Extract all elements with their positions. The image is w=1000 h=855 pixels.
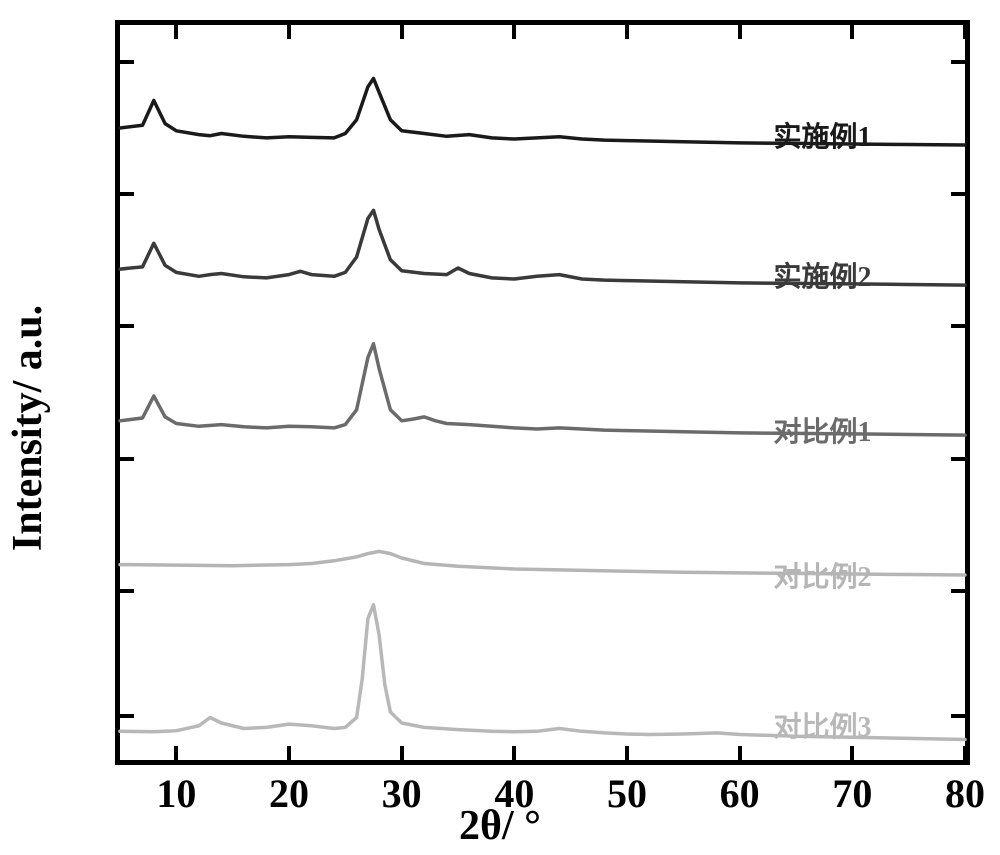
- series-label-4: 对比例3: [773, 705, 871, 745]
- x-tick: [512, 25, 516, 39]
- x-tick-label: 70: [832, 770, 872, 817]
- series-label-3: 对比例2: [773, 555, 871, 595]
- x-tick-label: 50: [607, 770, 647, 817]
- y-axis-label: Intensity/ a.u.: [4, 304, 52, 550]
- x-tick-label: 60: [720, 770, 760, 817]
- x-tick: [174, 25, 178, 39]
- x-tick: [512, 746, 516, 760]
- x-tick: [400, 25, 404, 39]
- y-tick: [951, 60, 965, 64]
- x-tick: [963, 746, 967, 760]
- y-tick: [120, 192, 134, 196]
- xrd-chart: Intensity/ a.u. 实施例1 实施例2 对比例1 对比例2 对比例3 10 2…: [0, 0, 1000, 855]
- x-tick: [174, 746, 178, 760]
- plot-area: 实施例1 实施例2 对比例1 对比例2 对比例3: [115, 20, 970, 765]
- y-tick: [951, 457, 965, 461]
- y-tick: [120, 714, 134, 718]
- y-tick: [951, 192, 965, 196]
- x-tick: [963, 25, 967, 39]
- x-tick-label: 30: [382, 770, 422, 817]
- x-tick: [625, 746, 629, 760]
- x-tick-label: 80: [945, 770, 985, 817]
- x-tick: [850, 746, 854, 760]
- series-label-0: 实施例1: [773, 115, 871, 155]
- x-tick-label: 10: [156, 770, 196, 817]
- y-tick: [120, 324, 134, 328]
- x-axis-label: 2θ/ °: [459, 802, 541, 850]
- y-tick: [120, 60, 134, 64]
- x-tick: [287, 746, 291, 760]
- y-tick: [120, 589, 134, 593]
- y-tick: [951, 324, 965, 328]
- x-tick: [287, 25, 291, 39]
- series-label-1: 实施例2: [773, 255, 871, 295]
- y-tick: [951, 714, 965, 718]
- series-label-2: 对比例1: [773, 410, 871, 450]
- x-tick: [400, 746, 404, 760]
- x-tick: [738, 25, 742, 39]
- x-tick: [738, 746, 742, 760]
- x-tick-label: 20: [269, 770, 309, 817]
- y-tick: [951, 589, 965, 593]
- x-tick: [625, 25, 629, 39]
- x-tick: [850, 25, 854, 39]
- y-tick: [120, 457, 134, 461]
